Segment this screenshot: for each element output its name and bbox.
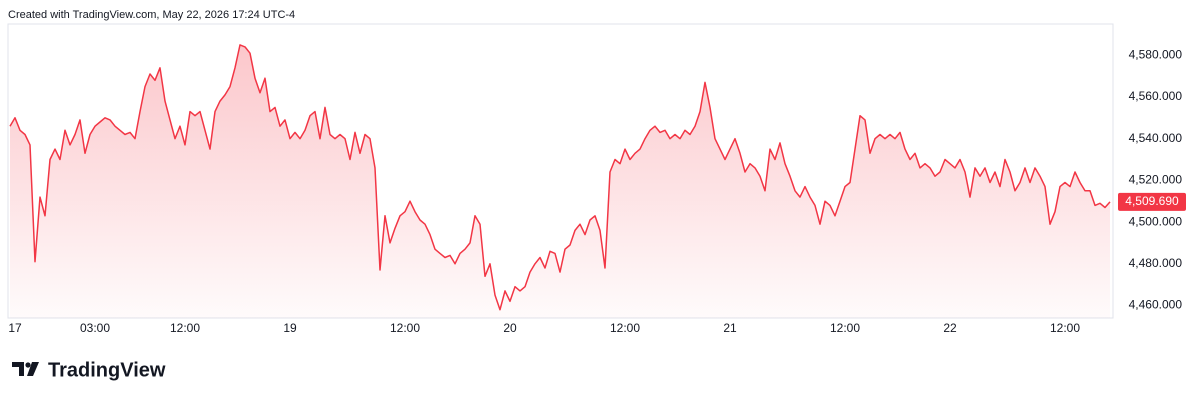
logo-icon bbox=[12, 362, 39, 376]
x-tick-label: 20 bbox=[503, 321, 517, 335]
last-price-label: 4,509.690 bbox=[1125, 194, 1179, 208]
x-tick-label: 21 bbox=[723, 321, 737, 335]
y-tick-label: 4,460.000 bbox=[1129, 298, 1183, 312]
last-price-badge bbox=[1118, 192, 1186, 211]
x-tick-label: 03:00 bbox=[80, 321, 110, 335]
x-tick-label: 12:00 bbox=[170, 321, 200, 335]
y-tick-label: 4,560.000 bbox=[1129, 89, 1183, 103]
y-tick-label: 4,480.000 bbox=[1129, 256, 1183, 270]
y-tick-label: 4,520.000 bbox=[1129, 173, 1183, 187]
x-tick-label: 19 bbox=[283, 321, 297, 335]
y-tick-label: 4,540.000 bbox=[1129, 131, 1183, 145]
y-tick-label: 4,500.000 bbox=[1129, 214, 1183, 228]
x-tick-label: 12:00 bbox=[610, 321, 640, 335]
brand-name: TradingView bbox=[48, 359, 166, 381]
x-tick-label: 12:00 bbox=[830, 321, 860, 335]
price-line bbox=[9, 44, 1111, 311]
x-tick-label: 12:00 bbox=[390, 321, 420, 335]
x-tick-label: 12:00 bbox=[1050, 321, 1080, 335]
x-tick-label: 17 bbox=[8, 321, 22, 335]
area-fill bbox=[10, 44, 1110, 319]
header-text: Created with TradingView.com, May 22, 20… bbox=[8, 9, 295, 21]
x-tick-label: 22 bbox=[943, 321, 957, 335]
y-tick-label: 4,580.000 bbox=[1129, 47, 1183, 61]
